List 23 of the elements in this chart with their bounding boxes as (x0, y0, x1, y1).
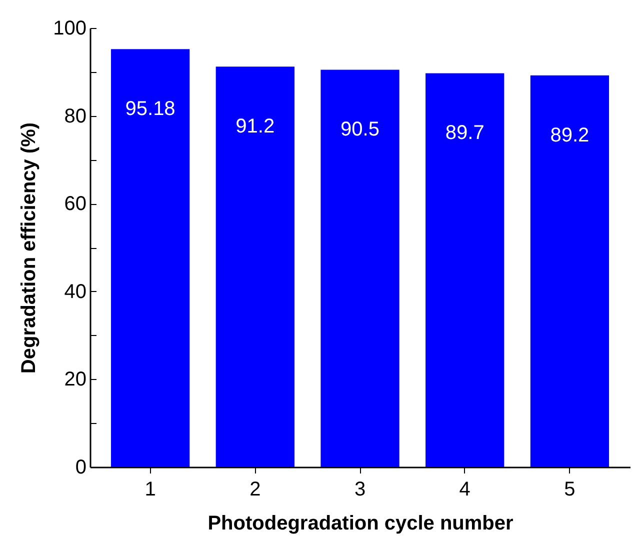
data-label: 90.5 (340, 118, 380, 141)
y-tick-label: 100 (53, 18, 86, 40)
data-label: 91.2 (236, 116, 275, 138)
bar (320, 70, 400, 467)
x-tick-label: 1 (144, 478, 156, 500)
data-label: 95.18 (125, 98, 176, 120)
y-tick-label: 60 (64, 193, 86, 216)
x-tick-label: 2 (250, 478, 261, 500)
data-label: 89.2 (550, 124, 590, 146)
bar (216, 66, 294, 467)
data-label: 89.7 (445, 122, 484, 144)
y-tick-label: 0 (75, 456, 86, 478)
x-tick-label: 4 (459, 478, 470, 500)
x-axis-title: Photodegradation cycle number (208, 512, 514, 534)
bar (110, 49, 190, 467)
y-tick-label: 40 (64, 280, 86, 303)
y-tick-label: 20 (64, 368, 86, 391)
y-tick-label: 80 (64, 105, 86, 128)
bar (426, 73, 504, 467)
bar (530, 75, 610, 467)
x-tick-label: 3 (354, 478, 366, 500)
y-axis-title: Degradation efficiency (%) (18, 122, 40, 374)
x-tick-label: 5 (564, 478, 576, 500)
